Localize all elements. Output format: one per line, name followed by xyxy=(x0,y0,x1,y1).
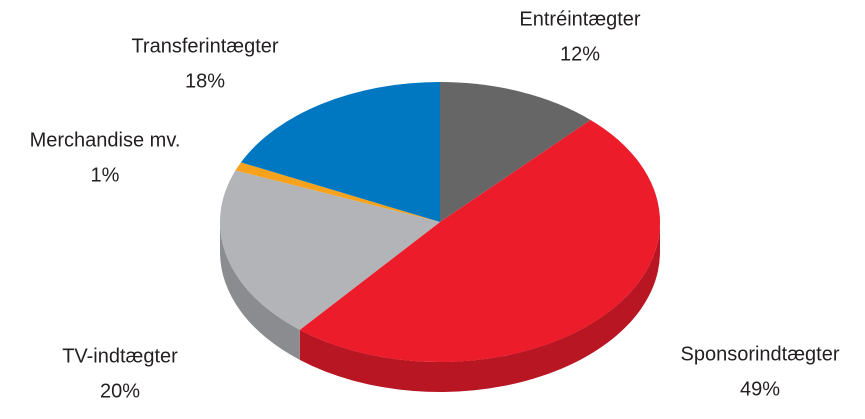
slice-label: Entréintægter xyxy=(519,8,641,30)
slice-value-label: 12% xyxy=(560,43,600,65)
slice-value-label: 49% xyxy=(740,378,780,400)
pie-slice xyxy=(235,162,440,222)
pie-slice-side xyxy=(299,222,660,392)
pie-slice xyxy=(240,82,440,222)
slice-value-label: 18% xyxy=(185,70,225,92)
slice-label: Sponsorindtægter xyxy=(681,343,840,365)
slice-label: Transferintægter xyxy=(131,35,278,57)
pie-slice xyxy=(440,82,591,222)
slice-value-label: 1% xyxy=(91,164,120,186)
pie-slice-side xyxy=(220,222,300,360)
pie-slice xyxy=(219,170,440,330)
slice-label: Merchandise mv. xyxy=(30,129,181,151)
slice-value-label: 20% xyxy=(100,380,140,402)
pie-slice xyxy=(299,119,660,362)
slice-label: TV-indtægter xyxy=(62,345,178,367)
